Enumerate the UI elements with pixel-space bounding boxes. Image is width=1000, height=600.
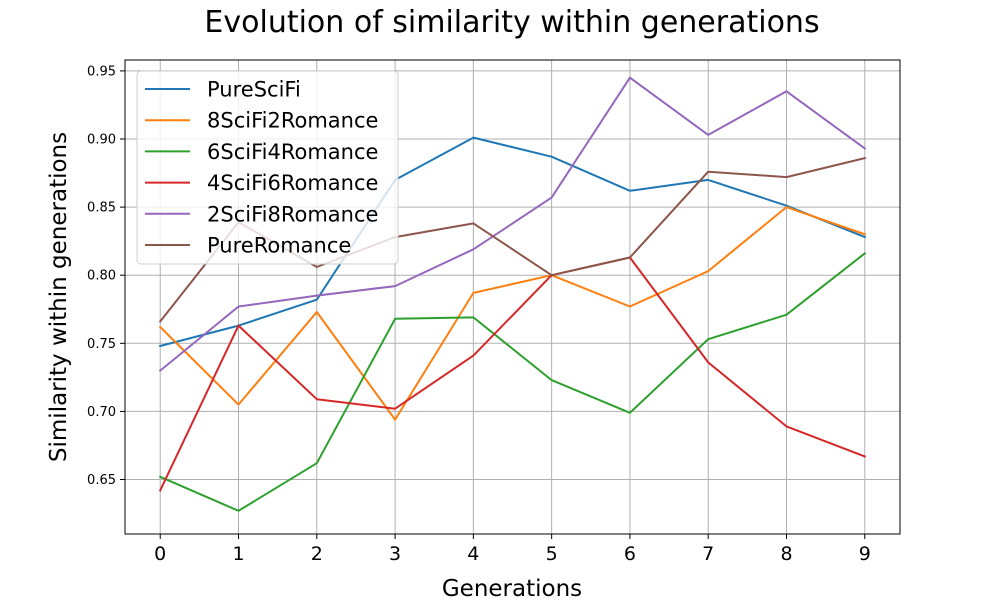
legend-label: 2SciFi8Romance xyxy=(207,202,378,226)
x-tick-label: 9 xyxy=(859,543,871,565)
x-tick-label: 6 xyxy=(624,543,636,565)
x-tick-label: 7 xyxy=(702,543,714,565)
y-tick-label: 0.65 xyxy=(87,473,116,488)
series-line-6scifi4romance xyxy=(158,251,867,512)
x-tick-label: 1 xyxy=(232,543,244,565)
plot-frame xyxy=(124,59,901,535)
x-tick-label: 3 xyxy=(389,543,401,565)
series-line-8scifi2romance xyxy=(158,206,867,421)
x-tick-label: 2 xyxy=(311,543,323,565)
x-tick-label: 5 xyxy=(546,543,558,565)
x-tick-label: 8 xyxy=(780,543,792,565)
y-tick-label: 0.75 xyxy=(87,337,116,352)
legend: PureSciFi 8SciFi2Romance 6SciFi4Romance 4Sc… xyxy=(136,70,399,265)
legend-label: 8SciFi2Romance xyxy=(207,109,378,133)
y-tick-label: 0.70 xyxy=(87,405,116,420)
x-axis-label: Generations xyxy=(442,576,582,600)
y-tick-label: 0.80 xyxy=(87,269,116,284)
series-lines xyxy=(158,76,867,512)
y-tick-label: 0.90 xyxy=(87,133,116,148)
legend-label: 4SciFi6Romance xyxy=(207,171,378,195)
y-tick-label: 0.95 xyxy=(87,64,116,79)
y-axis-label: Similarity within generations xyxy=(46,132,72,462)
legend-label: 6SciFi4Romance xyxy=(207,140,378,164)
x-tick-label: 4 xyxy=(467,543,479,565)
grid xyxy=(125,60,900,534)
chart-title: Evolution of similarity within generatio… xyxy=(204,5,819,40)
legend-label: PureSciFi xyxy=(207,78,301,102)
series-line-4scifi6romance xyxy=(158,256,867,492)
series-line-2scifi8romance xyxy=(158,76,867,373)
y-tick-label: 0.85 xyxy=(87,201,116,216)
series-line-purescifi xyxy=(158,136,867,348)
legend-box xyxy=(136,70,399,265)
legend-label: PureRomance xyxy=(207,234,351,258)
x-tick-label: 0 xyxy=(154,543,166,565)
axis-ticks: 0 1 2 3 4 5 6 7 8 9 0.65 0.70 0.75 0.80 0.85 0.90 0.95 xyxy=(87,64,871,565)
